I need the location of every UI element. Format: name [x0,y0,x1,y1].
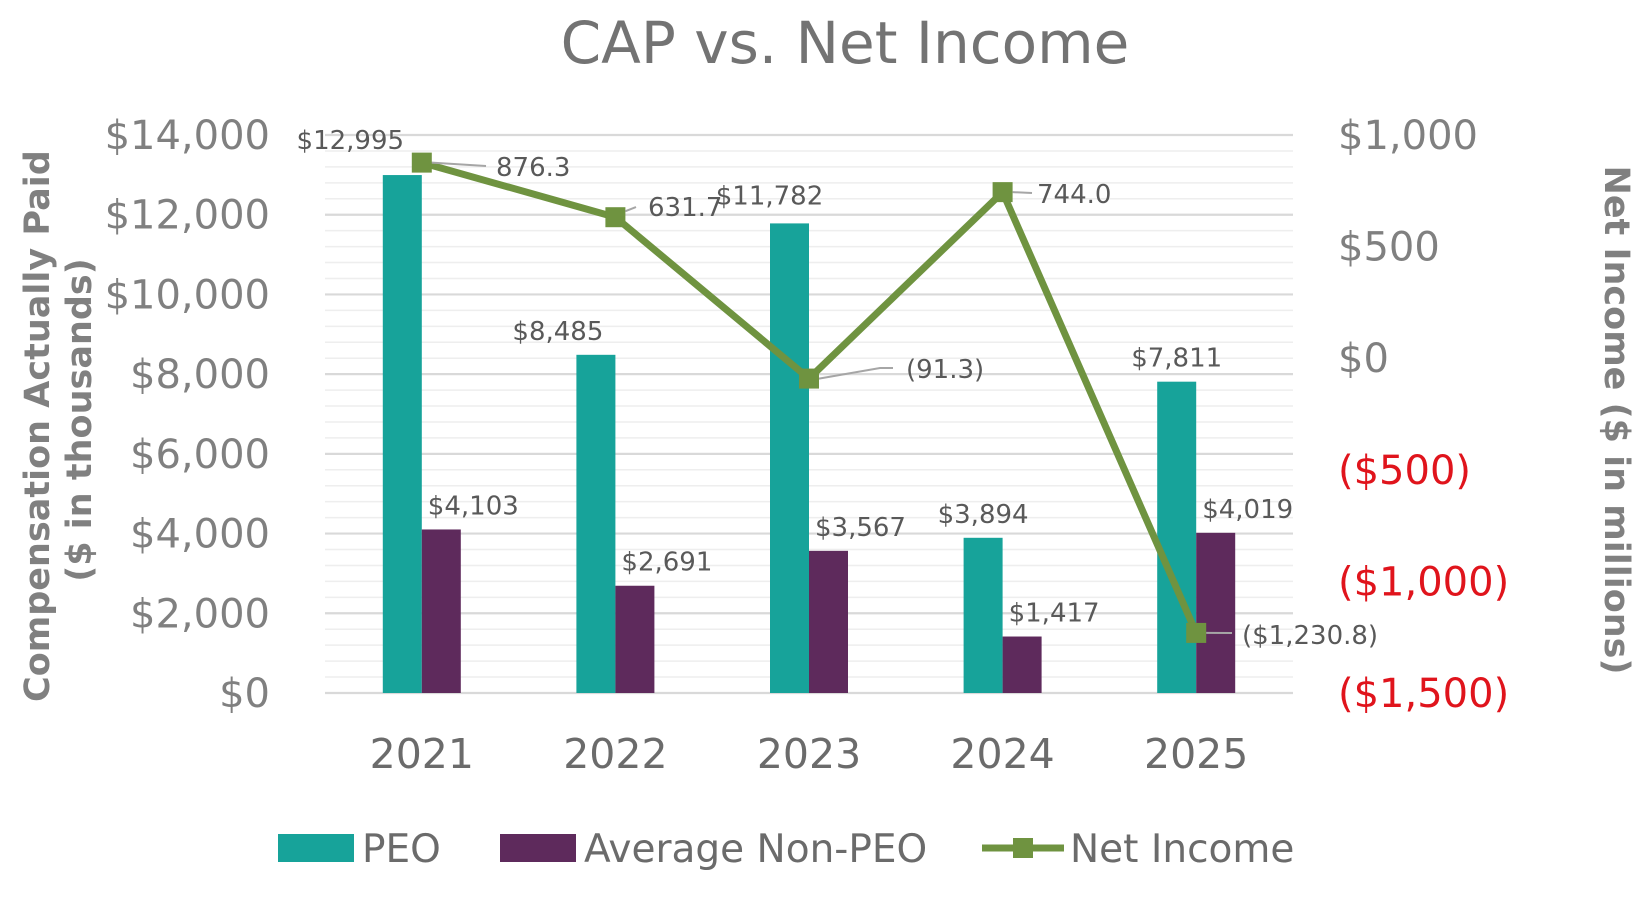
net-income-data-label: (91.3) [906,355,984,385]
non-peo-data-label: $4,103 [428,491,519,521]
legend-label-net-income: Net Income [1070,827,1294,872]
non-peo-data-label: $1,417 [1009,599,1100,629]
right-tick-label: $500 [1338,225,1440,271]
net-income-marker [992,182,1013,203]
net-income-line [411,152,1207,643]
left-axis-title: Compensation Actually Paid ($ in thousan… [18,138,100,702]
net-income-data-label: 631.7 [648,193,722,223]
legend-label-peo: PEO [362,827,441,872]
category-label: 2023 [757,730,861,778]
non-peo-bar [1002,636,1042,693]
net-income-marker [1186,622,1207,643]
non-peo-bar [421,529,461,693]
peo-data-label: $3,894 [938,500,1029,530]
net-income-leader-line [818,367,893,380]
legend-swatch-non-peo [500,834,576,862]
net-income-leader-line [1012,191,1033,194]
peo-data-label: $12,995 [297,126,405,156]
category-label: 2022 [563,730,667,778]
bars [382,175,1236,694]
left-tick-label: $2,000 [130,591,270,637]
left-tick-label: $8,000 [130,352,270,398]
legend-swatch-net-income-marker [1013,838,1033,858]
peo-bar [770,223,809,693]
left-tick-label: $0 [219,671,270,717]
left-axis-ticks: $0 $2,000 $4,000 $6,000 $8,000 $10,000 $12,000… [105,113,270,717]
right-tick-label: $0 [1338,336,1389,382]
legend-swatch-peo [278,834,354,862]
legend-label-non-peo: Average Non-PEO [584,827,927,872]
right-axis-ticks: ($1,500) ($1,000) ($500) $0 $500 $1,000 [1338,113,1509,717]
left-axis-title-line-1: Compensation Actually Paid [18,150,58,702]
net-income-data-label: ($1,230.8) [1242,621,1378,651]
non-peo-bar [809,550,848,693]
peo-data-label: $7,811 [1131,344,1222,374]
left-tick-label: $12,000 [105,193,270,239]
non-peo-bar [615,585,655,693]
left-tick-label: $10,000 [105,272,270,318]
peo-bar [1157,381,1197,693]
left-tick-label: $4,000 [130,512,270,558]
category-label: 2021 [370,730,474,778]
right-tick-label: ($1,500) [1338,671,1509,717]
category-label: 2025 [1144,730,1248,778]
non-peo-bar [1196,532,1236,693]
left-tick-label: $6,000 [130,432,270,478]
non-peo-data-label: $3,567 [815,513,906,543]
left-tick-label: $14,000 [105,113,270,159]
legend: PEO Average Non-PEO Net Income [278,827,1294,872]
net-income-marker [799,368,819,389]
right-tick-label: $1,000 [1338,113,1478,159]
category-label: 2024 [950,730,1054,778]
right-tick-label: ($500) [1338,448,1471,494]
non-peo-data-label: $4,019 [1202,495,1293,525]
category-labels: 2021 2022 2023 2024 2025 [370,730,1249,778]
net-income-leader-line [625,206,637,213]
peo-bar [963,537,1003,693]
net-income-marker [605,207,626,228]
net-income-data-label: 876.3 [496,153,570,183]
data-labels: $12,995 $8,485 $11,782 $3,894 $7,811 $4,103 $2… [297,126,1379,651]
net-income-marker [411,152,432,173]
chart-title: CAP vs. Net Income [561,9,1130,77]
non-peo-data-label: $2,691 [621,548,712,578]
right-axis-title: Net Income ($ in millions) [1596,166,1636,675]
peo-data-label: $8,485 [512,317,603,347]
peo-bar [382,175,422,694]
left-axis-title-line-2: ($ in thousands) [60,258,100,582]
right-tick-label: ($1,000) [1338,559,1509,605]
net-income-data-label: 744.0 [1037,180,1111,210]
peo-data-label: $11,782 [716,181,824,211]
peo-bar [576,354,616,693]
net-income-leader-line [431,161,487,167]
